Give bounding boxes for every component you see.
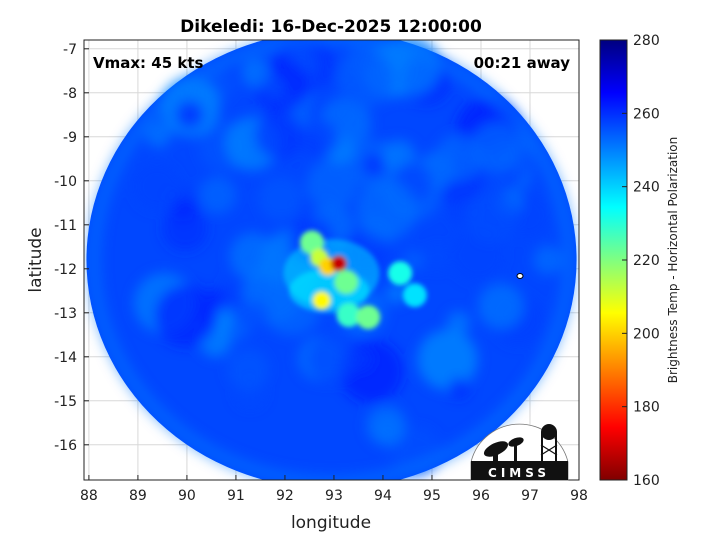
storm-feature (336, 303, 361, 327)
texture-blob (424, 244, 451, 271)
point-marker (516, 273, 524, 279)
colorbar-tick-label: 160 (633, 473, 660, 489)
plot-border (83, 39, 580, 481)
y-tick-label: -14 (54, 350, 77, 366)
texture-blob (356, 179, 417, 241)
colorbar-label: Brightness Temp - Horizontal Polarizatio… (666, 137, 680, 384)
y-tick-label: -9 (63, 130, 77, 146)
x-tick-label: 93 (325, 488, 343, 504)
y-tick-label: -12 (54, 262, 77, 278)
texture-blob (262, 75, 287, 100)
colorbar-tick-label: 260 (633, 106, 660, 122)
y-tick-label: -7 (63, 42, 77, 58)
texture-blob (446, 311, 471, 335)
x-tick-label: 92 (276, 488, 294, 504)
y-axis-ticks: -7 -8 -9 -10 -11 -12 -13 -14 -15 -16 (54, 42, 89, 454)
x-axis-ticks: 88 89 90 91 92 93 94 95 96 97 98 (80, 475, 588, 504)
y-tick-label: -8 (63, 86, 77, 102)
swath-rim (86, 40, 577, 480)
texture-blob (154, 284, 218, 348)
texture-blob (307, 335, 355, 384)
storm-features (283, 230, 427, 330)
storm-feature (299, 230, 324, 255)
x-tick-label: 97 (521, 488, 539, 504)
texture-blob (175, 100, 205, 130)
texture-blob (417, 329, 478, 390)
chart-title: Dikeledi: 16-Dec-2025 12:00:00 (180, 17, 482, 37)
texture-blob (132, 162, 181, 211)
texture-blob (362, 153, 386, 177)
storm-feature (402, 283, 427, 308)
x-tick-label: 98 (570, 488, 588, 504)
y-tick-label: -15 (54, 394, 77, 410)
storm-feature (330, 255, 347, 272)
texture-blob (448, 377, 470, 399)
texture-blob (162, 206, 208, 252)
texture-blob (533, 245, 563, 275)
colorbar-tick-label: 240 (633, 180, 660, 196)
y-tick-label: -13 (54, 306, 77, 322)
texture-blob (306, 158, 358, 211)
logo-text: CIMSS (488, 466, 550, 480)
texture-blob (258, 176, 304, 221)
x-tick-label: 89 (129, 488, 147, 504)
texture-blob (198, 176, 237, 214)
colorbar-tick-label: 180 (633, 400, 660, 416)
texture-blob (366, 405, 407, 446)
storm-feature (334, 270, 359, 294)
texture-blob (470, 121, 522, 172)
storm-feature (312, 291, 331, 310)
texture-blob (145, 121, 172, 148)
colorbar-tick-label: 220 (633, 253, 660, 269)
y-tick-label: -11 (54, 218, 77, 234)
texture-blob (299, 119, 339, 159)
texture-blob (386, 283, 407, 304)
texture-blob (478, 283, 524, 330)
x-tick-label: 96 (472, 488, 490, 504)
swath-texture (86, 40, 577, 480)
y-tick-label: -16 (54, 438, 77, 454)
colorbar: 160 180 200 220 240 260 280 Brightness Temp - … (599, 33, 680, 489)
x-tick-label: 94 (374, 488, 392, 504)
x-tick-label: 88 (80, 488, 98, 504)
storm-feature (356, 305, 381, 330)
cimss-logo: CIMSS (470, 423, 569, 481)
vmax-annotation: Vmax: 45 kts (93, 54, 203, 72)
y-tick-label: -10 (54, 174, 77, 190)
x-tick-label: 90 (178, 488, 196, 504)
storm-feature (388, 261, 413, 286)
texture-blob (464, 189, 519, 244)
texture-blob (241, 58, 272, 88)
x-axis-label: longitude (291, 513, 371, 533)
texture-blob (239, 300, 270, 331)
x-tick-label: 91 (227, 488, 245, 504)
colorbar-ticks: 160 180 200 220 240 260 280 (622, 33, 660, 489)
texture-blob (254, 110, 304, 160)
colorbar-tick-label: 200 (633, 326, 660, 342)
texture-blob (227, 348, 270, 391)
texture-blob (213, 310, 234, 332)
texture-blob (336, 49, 395, 108)
y-axis-label: latitude (26, 227, 46, 292)
time-offset-annotation: 00:21 away (474, 54, 571, 72)
colorbar-tick-label: 280 (633, 33, 660, 49)
texture-blob (348, 346, 374, 372)
x-tick-label: 95 (423, 488, 441, 504)
